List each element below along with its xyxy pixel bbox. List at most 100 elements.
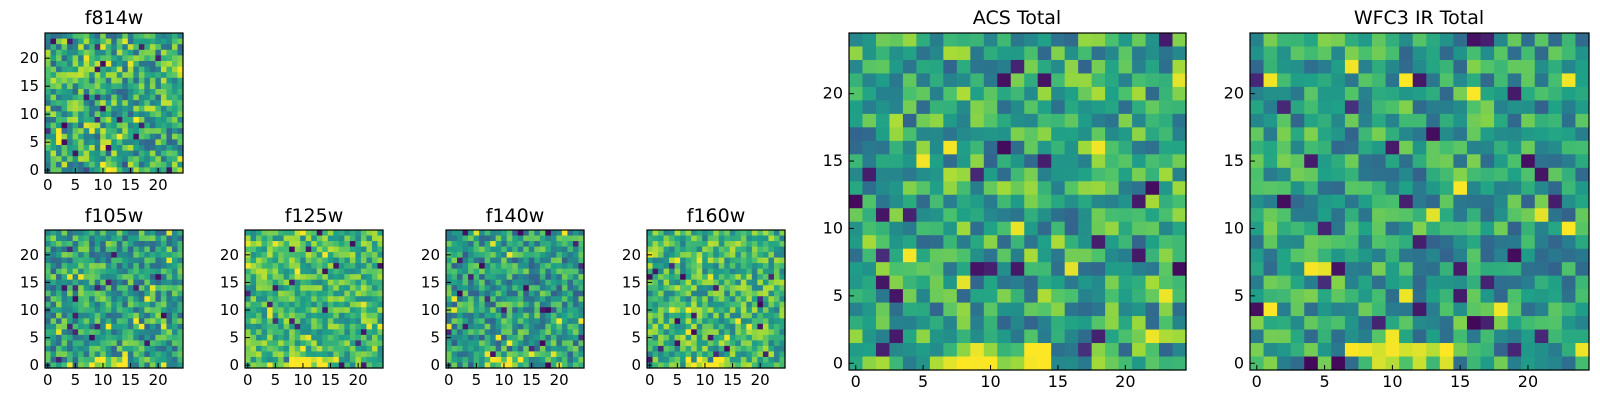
heatmap-cell [144, 329, 151, 336]
heatmap-cell [116, 94, 123, 101]
heatmap-cell [89, 122, 96, 129]
heatmap-cell [1521, 208, 1536, 223]
heatmap-cell [100, 263, 107, 270]
heatmap-cell [751, 307, 758, 314]
heatmap-cell [1480, 181, 1495, 196]
heatmap-cell [539, 230, 546, 237]
heatmap-cell [122, 230, 129, 237]
heatmap-cell [970, 140, 985, 155]
heatmap-cell [1024, 194, 1039, 209]
heatmap-cell [875, 59, 891, 75]
heatmap-cell [875, 329, 891, 344]
heatmap-cell [970, 73, 985, 88]
heatmap-cell [72, 156, 79, 163]
heatmap-cell [61, 246, 68, 253]
heatmap-cell [155, 145, 162, 152]
heatmap-cell [100, 117, 107, 124]
heatmap-cell [89, 263, 96, 270]
heatmap-cell [166, 61, 173, 68]
heatmap-cell [261, 329, 268, 336]
heatmap-cell [94, 49, 101, 56]
heatmap-cell [916, 208, 931, 223]
heatmap-cell [160, 318, 168, 325]
heatmap-cell [366, 351, 373, 358]
heatmap-cell [707, 334, 714, 341]
heatmap-cell [278, 329, 285, 336]
heatmap-cell [943, 275, 958, 290]
heatmap-cell [1439, 140, 1454, 155]
heatmap-cell [1507, 127, 1522, 142]
heatmap-cell [1548, 113, 1563, 128]
heatmap-cell [67, 156, 74, 163]
heatmap-cell [685, 235, 692, 242]
heatmap-cell [122, 301, 129, 308]
heatmap-cell [1412, 113, 1427, 128]
heatmap-cell [889, 100, 904, 115]
heatmap-cell [171, 111, 179, 118]
heatmap-cell [116, 345, 123, 353]
heatmap-cell [322, 362, 329, 369]
heatmap-cell [127, 83, 134, 90]
heatmap-cell [45, 235, 52, 242]
heatmap-cell [545, 252, 552, 259]
heatmap-cell [983, 329, 998, 344]
heatmap-cell [902, 59, 917, 75]
heatmap-cell [762, 301, 770, 308]
heatmap-cell [100, 77, 107, 84]
heatmap-cell [929, 316, 944, 331]
heatmap-cell [1317, 127, 1332, 142]
heatmap-cell [506, 268, 513, 275]
heatmap-cell [1010, 221, 1025, 236]
heatmap-cell [78, 44, 85, 51]
heatmap-cell [1118, 140, 1133, 155]
heatmap-cell [501, 252, 508, 259]
heatmap-cell [1426, 221, 1441, 236]
heatmap-cell [1263, 329, 1278, 344]
heatmap-cell [1304, 248, 1319, 263]
heatmap-cell [1051, 154, 1066, 169]
heatmap-cell [45, 33, 52, 40]
heatmap-cell [451, 257, 458, 264]
heatmap-cell [1507, 194, 1522, 209]
heatmap-cell [1037, 343, 1052, 358]
heatmap-cell [272, 252, 279, 259]
heatmap-cell [1024, 316, 1039, 331]
heatmap-cell [1439, 275, 1454, 290]
heatmap-cell [1078, 33, 1093, 48]
heatmap-cell [1010, 127, 1025, 142]
heatmap-cell [762, 257, 770, 264]
heatmap-cell [245, 235, 252, 242]
heatmap-cell [578, 257, 585, 264]
heatmap-cell [311, 257, 318, 264]
heatmap-cell [127, 66, 134, 73]
heatmap-cell [67, 318, 74, 325]
heatmap-cell [133, 307, 140, 314]
heatmap-cell [1145, 167, 1160, 182]
heatmap-cell [1118, 113, 1133, 128]
heatmap-cell [1412, 33, 1427, 48]
heatmap-cell [344, 362, 351, 369]
heatmap-cell [479, 241, 486, 248]
heatmap-cell [724, 296, 731, 303]
heatmap-cell [1091, 100, 1106, 115]
heatmap-cell [311, 323, 318, 330]
heatmap-cell [166, 312, 173, 319]
heatmap-cell [707, 340, 714, 347]
x-tick-label: 10 [980, 372, 1000, 391]
panel-title: f814w [85, 7, 144, 29]
heatmap-cell [1385, 221, 1400, 236]
heatmap-cell [56, 77, 63, 84]
heatmap-cell [338, 312, 345, 319]
heatmap-cell [311, 285, 318, 292]
heatmap-cell [1010, 46, 1025, 61]
heatmap-cell [849, 154, 864, 169]
heatmap-cell [283, 356, 290, 364]
heatmap-cell [177, 72, 184, 79]
heatmap-cell [272, 356, 279, 364]
heatmap-cell [729, 329, 736, 336]
heatmap-cell [89, 307, 96, 314]
heatmap-cell [457, 323, 464, 330]
heatmap-cell [1051, 113, 1066, 128]
heatmap-cell [1118, 248, 1133, 263]
heatmap-cell [724, 301, 731, 308]
